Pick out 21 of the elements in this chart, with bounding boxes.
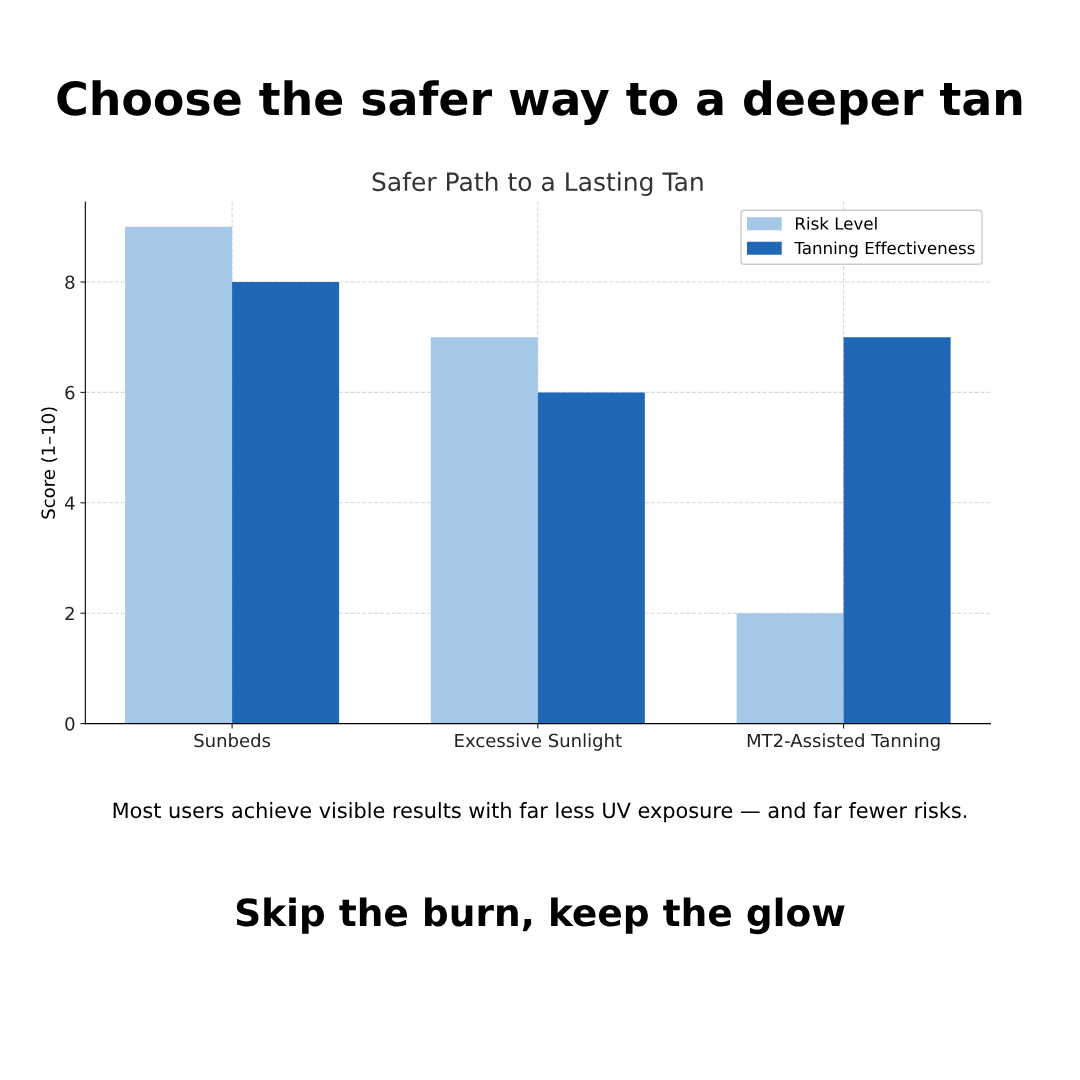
- y-axis-title: Score (1–10): [41, 407, 58, 519]
- chart-subtitle: Safer Path to a Lasting Tan: [372, 171, 703, 197]
- bar: [232, 282, 340, 724]
- y-tick-label: 6: [65, 385, 75, 400]
- legend-label: Tanning Effectiveness: [794, 241, 975, 258]
- text: Skip the burn, keep the glow: [236, 897, 845, 935]
- bar: [430, 337, 538, 724]
- x-tick-label: Sunbeds: [194, 733, 271, 748]
- bar: [125, 226, 233, 724]
- bar: [537, 392, 645, 724]
- x-tick-label: MT2-Assisted Tanning: [747, 733, 940, 751]
- y-tick-label: 2: [65, 606, 74, 621]
- y-tick-label: 4: [64, 496, 75, 510]
- text: Most users achieve visible results with far less UV exposure — and far fewer risks.: [113, 802, 967, 823]
- bar: [843, 337, 951, 724]
- x-tick-label: Excessive Sunlight: [455, 733, 622, 751]
- bar: [736, 613, 844, 724]
- y-tick-label: 0: [65, 717, 75, 731]
- legend-label: Risk Level: [796, 216, 877, 230]
- chart-title: Choose the safer way to a deeper tan: [57, 80, 1022, 125]
- y-tick-label: 8: [65, 275, 75, 290]
